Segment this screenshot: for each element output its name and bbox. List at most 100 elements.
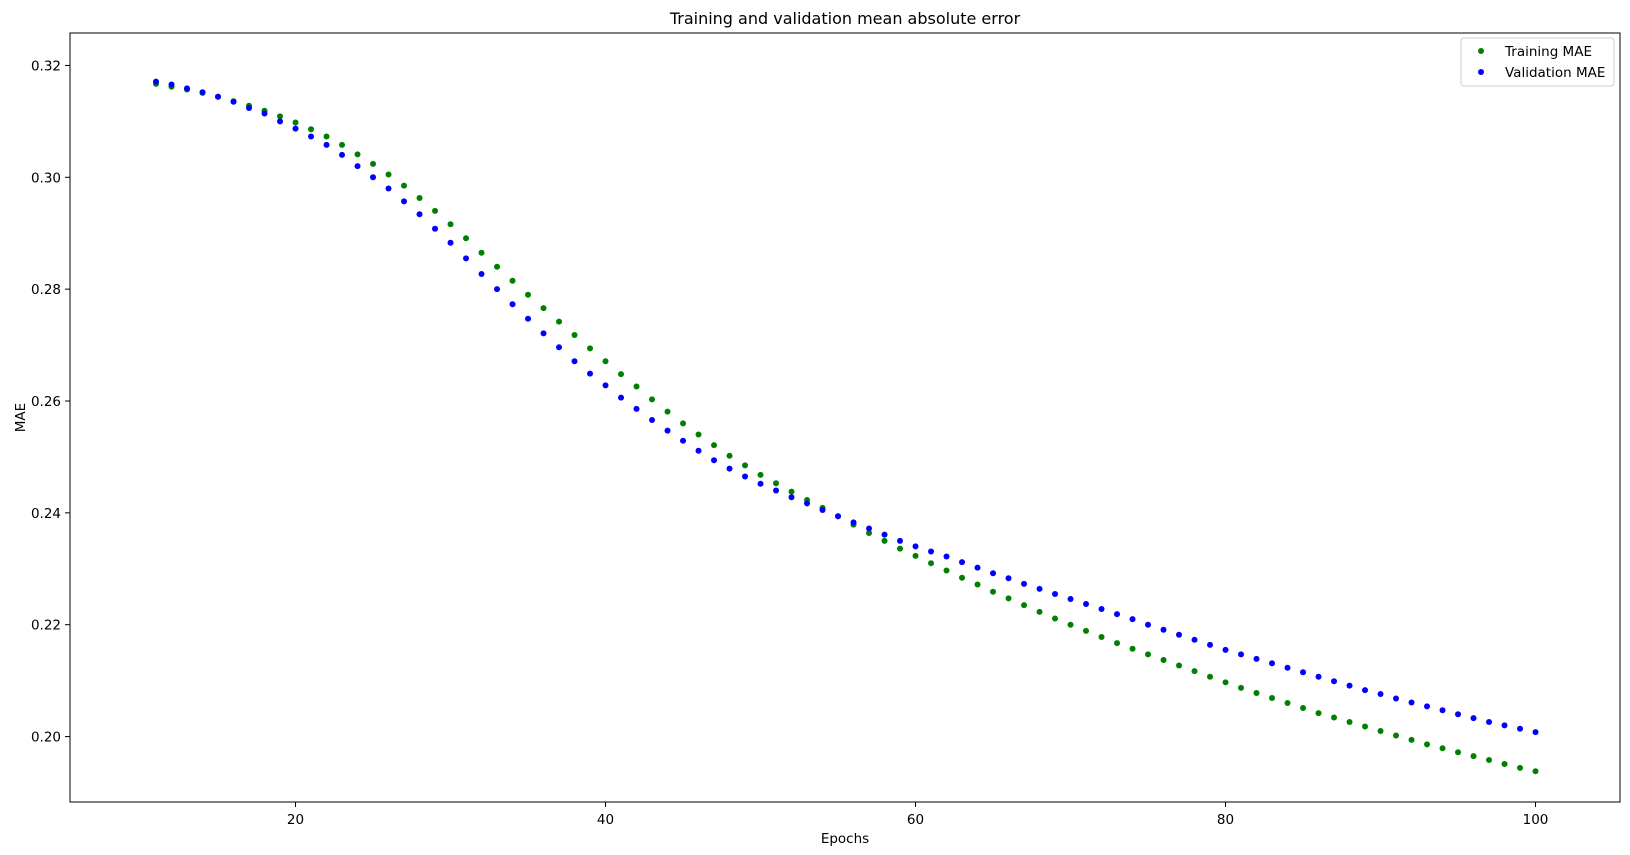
data-point — [1253, 689, 1260, 696]
data-point — [385, 185, 392, 192]
data-point — [339, 151, 346, 158]
data-point — [556, 344, 563, 351]
data-point — [1408, 736, 1415, 743]
data-point — [432, 207, 439, 214]
series-validation-mae — [153, 78, 1539, 736]
data-point — [556, 318, 563, 325]
data-point — [788, 494, 795, 501]
data-point — [1486, 757, 1493, 764]
data-point — [494, 286, 501, 293]
data-point — [1207, 673, 1214, 680]
x-axis-label: Epochs — [821, 831, 869, 847]
data-point — [726, 452, 733, 459]
data-point — [339, 141, 346, 148]
data-point — [943, 553, 950, 560]
data-point — [1052, 615, 1059, 622]
data-point — [819, 507, 826, 514]
data-point — [866, 525, 873, 532]
data-point — [540, 330, 547, 337]
data-point — [571, 358, 578, 365]
legend-box — [1460, 37, 1615, 87]
data-point — [1005, 575, 1012, 582]
data-point — [1238, 651, 1245, 658]
data-point — [1486, 719, 1493, 726]
data-point — [1207, 641, 1214, 648]
data-point — [1284, 700, 1291, 707]
data-point — [1191, 668, 1198, 675]
data-point — [1439, 707, 1446, 714]
legend-marker — [1478, 69, 1484, 75]
data-point — [540, 305, 547, 312]
data-point — [1052, 590, 1059, 597]
series-layer — [153, 78, 1539, 775]
legend-marker — [1478, 48, 1484, 54]
data-point — [153, 78, 160, 85]
data-point — [1253, 655, 1260, 662]
data-point — [928, 548, 935, 555]
data-point — [664, 427, 671, 434]
data-point — [1098, 634, 1105, 641]
data-point — [1300, 669, 1307, 676]
data-point — [757, 480, 764, 487]
data-point — [1393, 695, 1400, 702]
data-point — [1145, 621, 1152, 628]
data-point — [323, 141, 330, 148]
data-point — [695, 431, 702, 438]
data-point — [974, 581, 981, 588]
data-point — [494, 263, 501, 270]
data-point — [633, 405, 640, 412]
data-point — [850, 519, 857, 526]
data-point — [1083, 601, 1090, 608]
data-point — [292, 125, 299, 132]
data-point — [292, 119, 299, 126]
x-tick-label: 100 — [1523, 812, 1549, 828]
data-point — [649, 396, 656, 403]
data-point — [1036, 608, 1043, 615]
data-point — [1455, 711, 1462, 718]
data-point — [277, 113, 284, 120]
data-point — [370, 160, 377, 167]
axes-frame — [69, 32, 1621, 803]
data-point — [432, 225, 439, 232]
y-tick-label: 0.28 — [31, 282, 61, 298]
data-point — [1160, 626, 1167, 633]
data-point — [912, 552, 919, 559]
data-point — [1408, 699, 1415, 706]
data-point — [1424, 703, 1431, 710]
data-point — [680, 437, 687, 444]
data-point — [509, 277, 516, 284]
data-point — [277, 118, 284, 125]
data-point — [1331, 678, 1338, 685]
y-tick-label: 0.26 — [31, 394, 61, 410]
data-point — [990, 570, 997, 577]
data-point — [1501, 722, 1508, 729]
data-point — [1455, 749, 1462, 756]
data-point — [1377, 691, 1384, 698]
data-point — [757, 471, 764, 478]
y-tick-label: 0.30 — [31, 170, 61, 186]
data-point — [447, 239, 454, 246]
data-point — [726, 465, 733, 472]
data-point — [1532, 729, 1539, 736]
data-point — [711, 457, 718, 464]
y-tick-label: 0.24 — [31, 506, 61, 522]
data-point — [199, 89, 206, 96]
data-point — [866, 529, 873, 536]
data-point — [184, 85, 191, 92]
data-point — [788, 488, 795, 495]
data-point — [447, 221, 454, 228]
data-point — [602, 358, 609, 365]
legend-label: Training MAE — [1504, 44, 1592, 60]
data-point — [323, 133, 330, 140]
data-point — [230, 98, 237, 105]
data-point — [1517, 725, 1524, 732]
data-point — [835, 513, 842, 520]
y-axis: 0.20 0.22 0.24 0.26 0.28 0.30 0.32 — [31, 58, 70, 746]
y-tick-label: 0.32 — [31, 58, 61, 74]
data-point — [261, 110, 268, 117]
data-point — [587, 345, 594, 352]
data-point — [478, 249, 485, 256]
data-point — [1114, 640, 1121, 647]
